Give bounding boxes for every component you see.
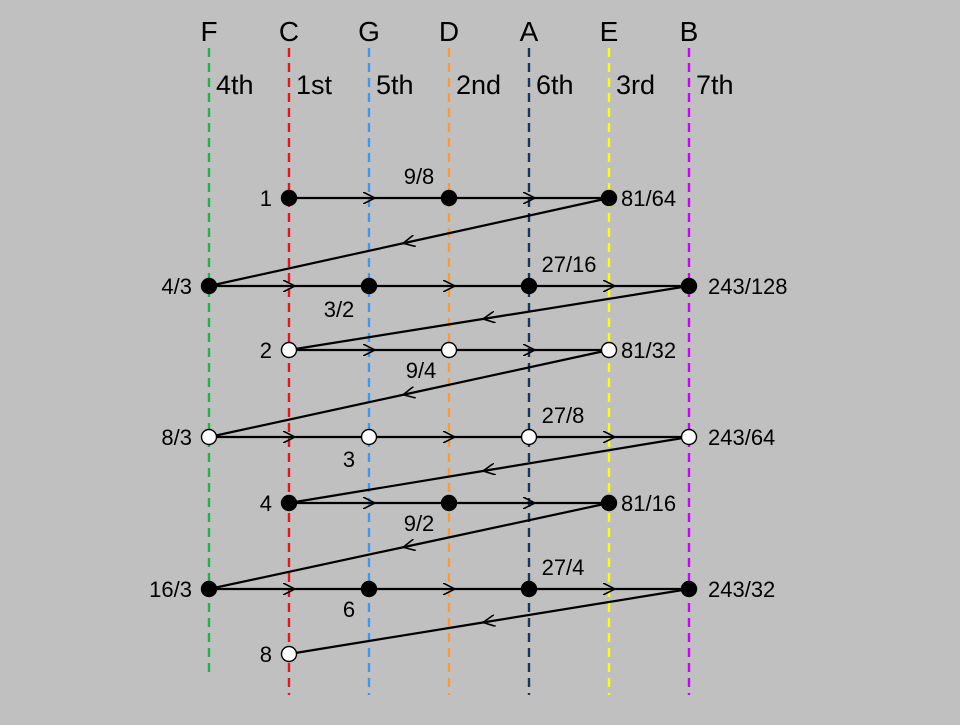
degree-label-e: 3rd	[616, 70, 655, 100]
degree-label-c: 1st	[296, 70, 333, 100]
ratio-point-3	[600, 189, 618, 207]
note-label-c: C	[279, 16, 299, 47]
ratio-point-7	[680, 277, 698, 295]
segment-17	[208, 501, 610, 591]
ratio-point-5	[360, 277, 378, 295]
segment-7	[288, 284, 690, 352]
ratio-point-6	[520, 277, 538, 295]
ratio-points	[200, 189, 698, 663]
note-label-b: B	[680, 16, 699, 47]
ratio-label-20: 27/4	[542, 555, 585, 580]
ratio-label-3: 81/64	[621, 186, 676, 211]
ratio-label-14: 243/64	[708, 425, 775, 450]
ratio-point-4	[200, 277, 218, 295]
degree-label-b: 7th	[696, 70, 734, 100]
ratio-label-17: 81/16	[621, 491, 676, 516]
note-label-f: F	[200, 16, 217, 47]
ratio-label-4: 4/3	[161, 274, 192, 299]
ratio-point-18	[200, 580, 218, 598]
column-headers: F 4th C 1st G 5th D 2nd A 6th E 3rd B 7th	[200, 16, 733, 100]
ratio-point-22	[280, 645, 298, 663]
segment-21	[288, 587, 690, 656]
ratio-point-12	[360, 428, 378, 446]
note-label-e: E	[600, 16, 619, 47]
path-segments	[208, 196, 690, 656]
segment-3	[208, 196, 610, 288]
ratio-point-21	[680, 580, 698, 598]
segment-10	[208, 348, 610, 439]
column-guides	[207, 48, 691, 695]
ratio-label-16: 9/2	[404, 511, 435, 536]
ratio-point-14	[680, 428, 698, 446]
ratio-label-9: 9/4	[406, 358, 437, 383]
ratio-label-15: 4	[260, 491, 272, 516]
ratio-label-13: 27/8	[542, 403, 585, 428]
ratio-label-21: 243/32	[708, 577, 775, 602]
degree-label-d: 2nd	[456, 70, 501, 100]
note-label-a: A	[520, 16, 539, 47]
ratio-point-15	[280, 494, 298, 512]
ratio-label-7: 243/128	[708, 274, 788, 299]
note-label-d: D	[439, 16, 459, 47]
ratio-point-19	[360, 580, 378, 598]
ratio-point-1	[280, 189, 298, 207]
ratio-label-2: 9/8	[404, 164, 435, 189]
ratio-label-12: 3	[343, 447, 355, 472]
ratio-point-10	[600, 341, 618, 359]
ratio-label-22: 8	[260, 642, 272, 667]
note-label-g: G	[358, 16, 380, 47]
ratio-point-2	[440, 189, 458, 207]
degree-label-a: 6th	[536, 70, 574, 100]
ratio-point-16	[440, 494, 458, 512]
degree-label-f: 4th	[216, 70, 254, 100]
ratio-labels: 1 9/8 81/64 4/3 3/2 27/16 243/128 2 9/4 81/32 8/3 3…	[149, 164, 787, 667]
ratio-label-11: 8/3	[161, 425, 192, 450]
ratio-point-9	[440, 341, 458, 359]
ratio-label-1: 1	[260, 186, 272, 211]
degree-label-g: 5th	[376, 70, 414, 100]
ratio-label-8: 2	[260, 338, 272, 363]
ratio-label-5: 3/2	[324, 297, 355, 322]
ratio-point-17	[600, 494, 618, 512]
ratio-label-10: 81/32	[621, 338, 676, 363]
ratio-label-6: 27/16	[541, 252, 596, 277]
segment-14	[288, 435, 690, 505]
ratio-label-19: 6	[343, 597, 355, 622]
ratio-point-20	[520, 580, 538, 598]
ratio-point-11	[200, 428, 218, 446]
ratio-point-13	[520, 428, 538, 446]
ratio-point-8	[280, 341, 298, 359]
ratio-label-18: 16/3	[149, 577, 192, 602]
